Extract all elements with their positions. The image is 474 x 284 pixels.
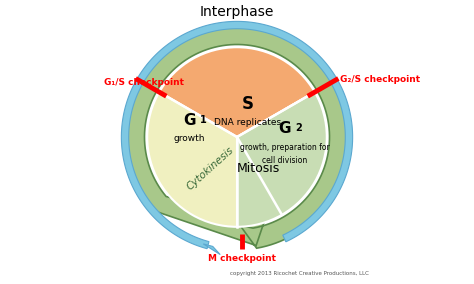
Text: 2: 2	[295, 123, 302, 133]
Text: DNA replicates: DNA replicates	[214, 118, 282, 127]
Text: 1: 1	[201, 115, 207, 125]
Wedge shape	[237, 92, 327, 227]
Text: growth: growth	[173, 134, 205, 143]
Wedge shape	[147, 92, 237, 227]
Text: S: S	[242, 95, 254, 113]
Text: Interphase: Interphase	[200, 5, 274, 19]
Text: Mitosis: Mitosis	[237, 162, 281, 175]
Text: cell division: cell division	[262, 156, 307, 165]
Text: copyright 2013 Ricochet Creative Productions, LLC: copyright 2013 Ricochet Creative Product…	[230, 271, 369, 275]
Text: Cytokinesis: Cytokinesis	[184, 145, 235, 192]
Text: G: G	[278, 121, 291, 136]
Polygon shape	[203, 244, 220, 254]
Wedge shape	[159, 47, 315, 137]
Text: M checkpoint: M checkpoint	[209, 254, 276, 263]
Text: G₂/S checkpoint: G₂/S checkpoint	[339, 75, 419, 84]
Polygon shape	[121, 21, 353, 249]
Text: growth, preparation for: growth, preparation for	[240, 143, 329, 153]
Wedge shape	[237, 92, 327, 215]
Text: G: G	[183, 113, 196, 128]
Text: G₁/S checkpoint: G₁/S checkpoint	[104, 78, 183, 87]
Polygon shape	[124, 24, 350, 248]
